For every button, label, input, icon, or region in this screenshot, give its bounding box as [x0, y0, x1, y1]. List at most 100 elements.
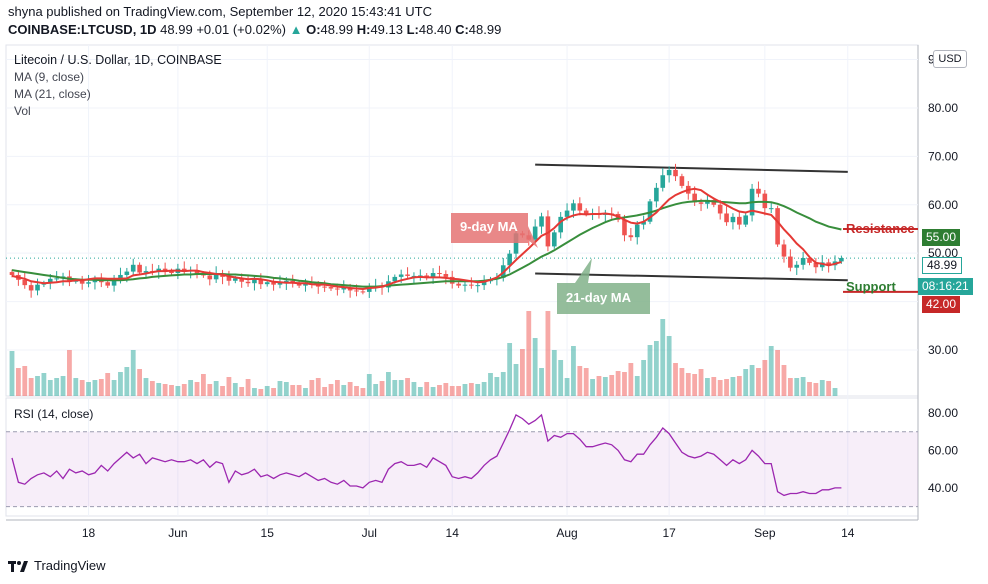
volume-bar [730, 377, 736, 396]
volume-bar [590, 379, 595, 396]
volume-bar [226, 377, 232, 396]
candle-body [35, 284, 40, 291]
volume-bar [743, 369, 749, 396]
volume-bar [60, 376, 66, 396]
candle-body [794, 264, 800, 268]
candle-body [717, 204, 723, 214]
candle [666, 166, 672, 183]
candle-body [475, 285, 481, 287]
close-value: 48.99 [468, 22, 502, 37]
ma9-annotation: 9-day MA [460, 219, 518, 234]
volume-bar [379, 381, 385, 396]
candle-body [545, 216, 551, 247]
candle-body [571, 203, 576, 211]
rsi-tick-label: 80.00 [928, 406, 958, 420]
volume-bar [328, 384, 334, 396]
volume-bar [813, 383, 819, 396]
candle-body [437, 273, 442, 275]
legend-ma9[interactable]: MA (9, close) [14, 70, 85, 84]
volume-bar [698, 369, 704, 396]
candle-body [469, 284, 474, 286]
candle-body [839, 258, 844, 262]
candle-body [130, 264, 136, 272]
volume-bar [494, 377, 500, 396]
candle-body [169, 271, 174, 274]
legend-vol[interactable]: Vol [14, 104, 31, 118]
candle-body [737, 216, 742, 225]
candle-body [271, 282, 276, 285]
resistance-label: Resistance [846, 221, 915, 236]
candle-body [328, 287, 334, 289]
volume-bar [149, 381, 155, 396]
volume-bar [622, 372, 627, 396]
candle-body [207, 275, 213, 280]
ma9-line [11, 187, 842, 291]
volume-bar [220, 386, 225, 396]
volume-bar [67, 350, 72, 396]
volume-bar [711, 377, 717, 396]
tradingview-logo[interactable]: TradingView [8, 558, 106, 573]
currency-button[interactable]: USD [933, 50, 967, 68]
candle-body [443, 273, 449, 277]
symbol-name[interactable]: COINBASE:LTCUSD, 1D [8, 22, 157, 37]
rsi-tick-label: 40.00 [928, 481, 958, 495]
volume-bar [520, 349, 525, 396]
volume-bar [628, 363, 634, 396]
candle [143, 266, 149, 279]
volume-bar [360, 388, 366, 396]
volume-bar [660, 319, 666, 396]
candle-body [303, 283, 308, 286]
volume-bar [181, 384, 187, 396]
candle-body [583, 210, 589, 214]
candle [79, 275, 85, 290]
candle-body [768, 208, 774, 210]
candle [730, 213, 736, 230]
candle-body [807, 258, 812, 263]
resistance-price-badge: 55.00 [922, 229, 961, 246]
volume-bar [347, 382, 353, 396]
volume-bar [794, 378, 800, 396]
candle-body [813, 262, 819, 268]
volume-bar [756, 368, 761, 396]
volume-bar [647, 345, 653, 396]
candle-body [622, 219, 627, 236]
candle-body [673, 169, 678, 177]
candle-body [654, 187, 659, 202]
volume-bar [819, 380, 825, 396]
high-label: H: [356, 22, 371, 37]
volume-bar [596, 376, 602, 396]
volume-bar [175, 386, 181, 396]
volume-bar [475, 384, 481, 396]
candle-body [666, 169, 672, 176]
volume-bar [762, 360, 768, 396]
candle-body [507, 253, 512, 266]
volume-bar [334, 380, 340, 396]
time-tick-label: Jun [168, 526, 187, 540]
volume-bar [826, 381, 832, 396]
candle [22, 272, 28, 289]
volume-bar [232, 383, 238, 396]
volume-bar [781, 365, 787, 396]
volume-bar [615, 371, 621, 396]
volume-bar [430, 387, 436, 396]
candle-body [724, 213, 729, 223]
volume-bar [15, 368, 21, 396]
volume-bar [526, 311, 532, 396]
candle-body [398, 274, 404, 277]
candle-body [558, 216, 563, 233]
ma21-line [11, 199, 842, 288]
volume-bar [736, 376, 742, 396]
rsi-band [6, 431, 918, 507]
volume-bar [443, 383, 449, 396]
legend-ma21[interactable]: MA (21, close) [14, 87, 91, 101]
candle-body [54, 278, 59, 280]
close-label: C: [455, 22, 469, 37]
candle [654, 182, 659, 208]
volume-bar [207, 384, 213, 396]
volume-bar [832, 388, 838, 396]
volume-bar [188, 380, 194, 396]
volume-bar [322, 387, 328, 396]
time-tick-label: 14 [841, 526, 855, 540]
candle-body [456, 283, 461, 286]
